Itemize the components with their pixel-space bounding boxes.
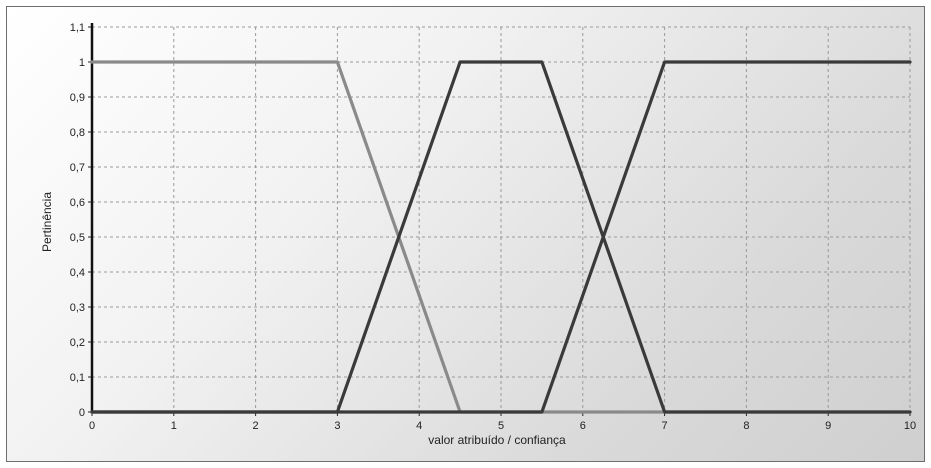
y-tick-label: 0,9: [70, 92, 85, 104]
y-tick-label: 1: [79, 57, 85, 69]
x-tick-label: 2: [253, 420, 259, 432]
x-tick-label: 0: [89, 420, 95, 432]
x-tick-label: 7: [662, 420, 668, 432]
y-tick-label: 0,1: [70, 372, 85, 384]
x-tick-label: 1: [171, 420, 177, 432]
series-lines: [90, 60, 912, 414]
series-line-3: [90, 60, 912, 414]
y-tick-label: 0,4: [70, 267, 85, 279]
axes: [88, 23, 911, 416]
x-axis-title: valor atribuído / confiança: [428, 433, 566, 447]
chart-frame: [6, 6, 925, 462]
y-axis-title: Pertinência: [40, 192, 54, 252]
y-tick-label: 0,6: [70, 197, 85, 209]
y-tick-label: 0,8: [70, 127, 85, 139]
y-tick-label: 0,5: [70, 232, 85, 244]
y-tick-labels: 0 0,1 0,2 0,3 0,4 0,5 0,6 0,7 0,8 0,9 1 1,1: [70, 22, 85, 419]
y-tick-label: 0,2: [70, 337, 85, 349]
x-tick-label: 3: [334, 420, 340, 432]
y-tick-label: 0: [79, 407, 85, 419]
y-tick-label: 0,3: [70, 302, 85, 314]
x-tick-label: 8: [743, 420, 749, 432]
x-tick-label: 4: [416, 420, 422, 432]
grid-lines: [92, 26, 911, 412]
x-tick-label: 10: [904, 420, 916, 432]
x-tick-label: 9: [825, 420, 831, 432]
y-tick-label: 1,1: [70, 22, 85, 34]
x-tick-labels: 0 1 2 3 4 5 6 7 8 9 10: [89, 420, 916, 432]
y-tick-label: 0,7: [70, 162, 85, 174]
x-tick-label: 6: [580, 420, 586, 432]
x-tick-label: 5: [498, 420, 504, 432]
